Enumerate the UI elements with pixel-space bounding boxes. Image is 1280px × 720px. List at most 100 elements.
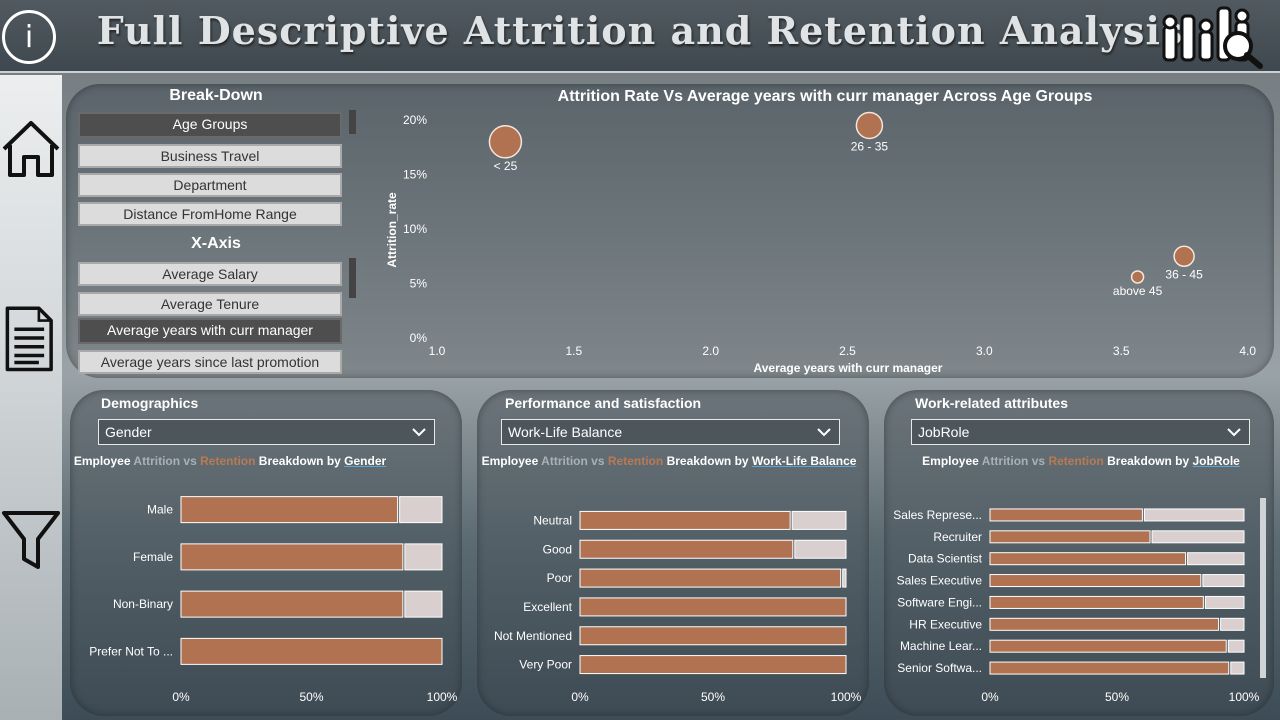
subtitle-mid: Breakdown by (258, 454, 341, 468)
bar-category-label: Very Poor (519, 658, 572, 672)
bar-xtick: 100% (831, 690, 862, 704)
xaxis-years-with-manager[interactable]: Average years with curr manager (78, 318, 342, 344)
demographics-dropdown-value: Gender (105, 424, 152, 440)
scatter-point (1173, 245, 1195, 267)
bar-retention (579, 597, 847, 617)
subtitle-vs: vs (183, 454, 197, 468)
subtitle-retention: Retention (200, 454, 256, 468)
subtitle-lead: Employee (481, 454, 539, 468)
bar-category-label: Sales Executive (897, 574, 983, 588)
scatter-point (1130, 270, 1145, 284)
work-header: Work-related attributes (915, 395, 1068, 411)
chevron-down-icon (412, 428, 426, 437)
bar-xtick: 100% (1229, 690, 1260, 704)
filter-icon[interactable] (0, 505, 62, 575)
xaxis-years-since-promotion[interactable]: Average years since last promotion (78, 350, 342, 374)
bar-category-label: Male (147, 503, 173, 517)
scatter-xtick: 2.0 (702, 344, 719, 358)
bar-retention (989, 595, 1204, 609)
bar-xtick: 0% (981, 690, 999, 704)
info-button[interactable]: i (2, 10, 56, 64)
bar-attrition (794, 539, 847, 559)
subtitle-attrition: Attrition (133, 454, 181, 468)
bar-retention (180, 590, 404, 618)
report-icon[interactable] (0, 303, 62, 373)
bar-retention (579, 626, 847, 646)
work-dropdown[interactable]: JobRole (911, 419, 1250, 445)
bar-retention (989, 552, 1187, 566)
home-icon[interactable] (0, 113, 62, 183)
bar-retention (989, 530, 1151, 544)
xaxis-average-tenure[interactable]: Average Tenure (78, 292, 342, 316)
breakdown-distance[interactable]: Distance FromHome Range (78, 202, 342, 226)
bar-attrition (1202, 574, 1245, 588)
scatter-title: Attrition Rate Vs Average years with cur… (557, 88, 1093, 105)
subtitle-lead: Employee (73, 454, 131, 468)
bar-retention (180, 637, 443, 665)
bar-category-label: Data Scientist (908, 552, 983, 566)
bar-retention (579, 568, 842, 588)
scatter-xtick: 3.0 (976, 344, 993, 358)
breakdown-scrollbar[interactable] (349, 110, 356, 134)
bar-retention (180, 496, 399, 524)
scatter-ytick: 5% (410, 277, 428, 291)
info-icon: i (24, 19, 34, 55)
scatter-point-label: above 45 (1113, 284, 1163, 298)
work-subtitle: Employee Attrition vs Retention Breakdow… (884, 454, 1278, 468)
bar-retention (989, 574, 1202, 588)
header-bar: i Full Descriptive Attrition and Retenti… (0, 0, 1280, 73)
scatter-point-label: 26 - 35 (851, 139, 889, 153)
jobrole-bar-chart: Sales Represe... Recruiter Data Scientist S… (893, 508, 1260, 704)
bar-xtick: 100% (427, 690, 458, 704)
scatter-ytick: 15% (403, 168, 427, 182)
demographics-dropdown[interactable]: Gender (98, 419, 435, 445)
breakdown-business-travel[interactable]: Business Travel (78, 144, 342, 168)
xaxis-average-salary[interactable]: Average Salary (78, 262, 342, 286)
bar-category-label: Excellent (523, 600, 572, 614)
breakdown-department[interactable]: Department (78, 173, 342, 197)
page-title: Full Descriptive Attrition and Retention… (96, 8, 1184, 53)
scatter-xlabel: Average years with curr manager (754, 361, 943, 375)
bar-category-label: Not Mentioned (494, 629, 572, 643)
scatter-xtick: 1.5 (565, 344, 582, 358)
bar-xtick: 50% (701, 690, 725, 704)
bar-retention (989, 617, 1220, 631)
worklife-bar-chart: Neutral Good Poor Excellent Not Mentioned Ver… (494, 510, 862, 704)
subtitle-attrition: Attrition (541, 454, 588, 468)
bar-retention (180, 543, 404, 571)
bar-attrition (1151, 530, 1245, 544)
bar-attrition (1204, 595, 1245, 609)
subtitle-dimension: JobRole (1192, 454, 1240, 468)
bar-category-label: Machine Lear... (900, 639, 982, 653)
bar-category-label: Senior Softwa... (897, 661, 982, 675)
bar-category-label: Software Engi... (897, 595, 982, 609)
bar-xtick: 50% (1105, 690, 1129, 704)
bar-xtick: 0% (571, 690, 589, 704)
subtitle-dimension: Work-Life Balance (751, 454, 857, 468)
bar-retention (579, 655, 847, 675)
bar-retention (989, 661, 1230, 675)
jobrole-scrollbar[interactable] (1260, 498, 1266, 678)
bar-category-label: Prefer Not To ... (89, 644, 173, 658)
bar-category-label: Sales Represe... (893, 508, 982, 522)
bar-attrition (1220, 617, 1245, 631)
chevron-down-icon (817, 428, 831, 437)
performance-dropdown[interactable]: Work-Life Balance (501, 419, 840, 445)
xaxis-scrollbar[interactable] (349, 258, 356, 298)
scatter-ytick: 20% (403, 113, 427, 127)
subtitle-retention: Retention (607, 454, 664, 468)
bar-attrition (1230, 661, 1245, 675)
bar-attrition (791, 510, 847, 530)
bar-xtick: 50% (299, 690, 323, 704)
breakdown-age-groups[interactable]: Age Groups (78, 112, 342, 138)
bar-category-label: Poor (547, 571, 572, 585)
subtitle-lead: Employee (922, 454, 979, 468)
scatter-point (488, 125, 523, 159)
subtitle-vs: vs (1031, 454, 1046, 468)
bar-attrition (1187, 552, 1245, 566)
bar-attrition (404, 590, 443, 618)
bar-attrition (1227, 639, 1245, 653)
scatter-ytick: 10% (403, 222, 427, 236)
demographics-header: Demographics (101, 395, 199, 411)
scatter-chart: Attrition_rate Average years with curr m… (385, 111, 1256, 375)
